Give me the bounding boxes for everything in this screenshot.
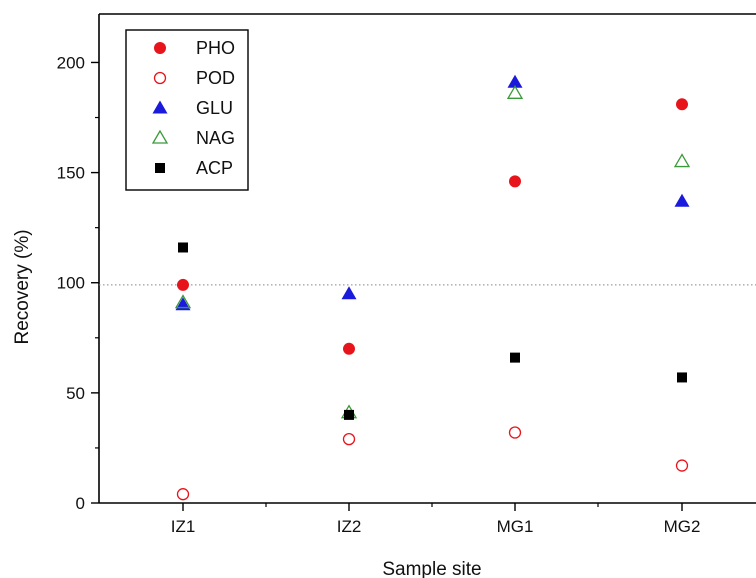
series-acp <box>178 242 687 420</box>
point-pho-iz2 <box>343 342 355 355</box>
x-axis: IZ1 IZ2 MG1 MG2 <box>171 503 701 536</box>
point-pod-iz2 <box>342 432 356 446</box>
point-pho-iz1 <box>177 278 189 291</box>
point-pod-mg1 <box>508 426 522 439</box>
legend-label-nag: NAG <box>196 128 235 148</box>
point-pod-iz1 <box>176 488 190 501</box>
legend-marker-pho <box>154 42 166 54</box>
legend-marker-glu <box>152 100 168 114</box>
y-tick-label: 0 <box>76 494 85 513</box>
point-nag-iz1 <box>174 294 192 309</box>
legend-marker-nag <box>151 129 169 144</box>
point-nag-mg1 <box>506 85 524 99</box>
legend-label-glu: GLU <box>196 98 233 118</box>
legend-box <box>125 29 249 191</box>
x-tick-label: IZ2 <box>337 517 362 536</box>
point-acp-mg2 <box>677 372 687 383</box>
point-pho-mg1 <box>509 175 521 188</box>
legend-label-pho: PHO <box>196 38 235 58</box>
point-nag-mg2 <box>673 153 691 168</box>
legend: PHO POD GLU NAG ACP <box>125 29 249 191</box>
legend-label-acp: ACP <box>196 158 233 178</box>
point-acp-iz1 <box>178 242 188 253</box>
y-tick-label: 100 <box>57 274 85 293</box>
y-axis: 0 50 100 150 200 <box>57 53 99 513</box>
series-pho <box>177 98 688 355</box>
legend-label-pod: POD <box>196 68 235 88</box>
x-tick-label: IZ1 <box>171 517 196 536</box>
legend-marker-pod <box>153 71 167 85</box>
point-acp-iz2 <box>344 409 354 420</box>
point-glu-iz2 <box>341 286 357 300</box>
point-pho-mg2 <box>676 98 688 111</box>
series-nag <box>174 85 691 419</box>
point-acp-mg1 <box>510 352 520 363</box>
plot-frame <box>98 13 756 504</box>
series-glu <box>175 74 690 311</box>
point-glu-mg1 <box>507 74 523 88</box>
y-axis-title: Recovery (%) <box>12 229 33 344</box>
y-tick-label: 200 <box>57 53 85 72</box>
point-pod-mg2 <box>675 459 689 472</box>
point-glu-mg2 <box>674 193 690 207</box>
legend-marker-acp <box>155 163 165 173</box>
x-tick-label: MG2 <box>664 517 701 536</box>
x-tick-label: MG1 <box>497 517 534 536</box>
x-axis-title: Sample site <box>382 559 481 578</box>
y-tick-label: 150 <box>57 164 85 183</box>
series-pod <box>176 426 689 501</box>
y-tick-label: 50 <box>66 384 85 403</box>
data-points <box>174 74 691 501</box>
